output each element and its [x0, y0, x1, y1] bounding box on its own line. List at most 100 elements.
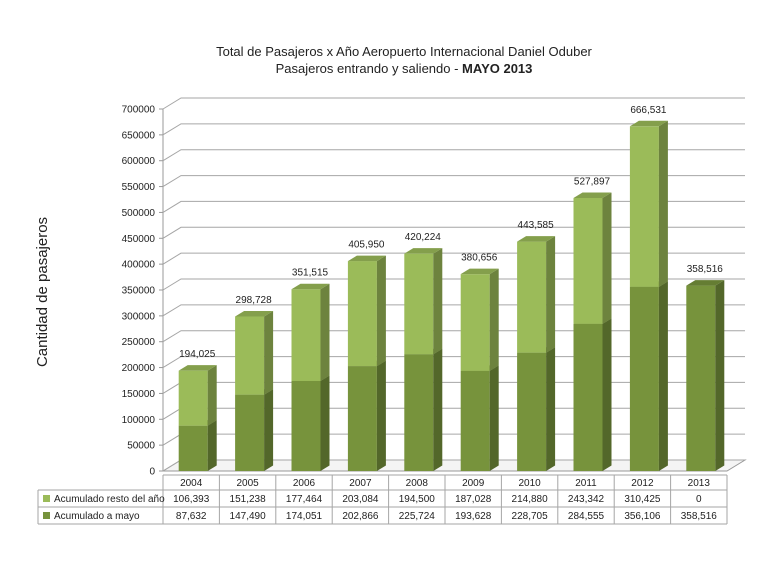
total-label: 666,531 — [630, 105, 667, 116]
bar-2009-resto-side — [489, 268, 499, 371]
legend-entry: Acumulado resto del año — [54, 494, 165, 505]
bar-2013-mayo-top — [686, 280, 725, 286]
table-cell: 358,516 — [681, 511, 718, 522]
gridline — [162, 226, 745, 239]
table-cell: 202,866 — [342, 511, 379, 522]
bar-2008-mayo — [404, 348, 443, 471]
bar-2007-resto-side — [376, 255, 386, 367]
bar-2009-mayo-front — [460, 370, 490, 471]
y-axis-label: Cantidad de pasajeros — [34, 217, 51, 367]
gridline — [162, 278, 745, 291]
y-tick-label: 100000 — [122, 415, 156, 426]
bar-2011-mayo — [573, 318, 612, 471]
table-cell: 106,393 — [173, 494, 210, 505]
bar-2004-resto-front — [178, 370, 208, 426]
bar-2011-mayo-front — [573, 323, 603, 471]
table-cell: 356,106 — [624, 511, 661, 522]
table-cell: 310,425 — [624, 494, 661, 505]
table-cell: 284,555 — [568, 511, 605, 522]
bar-2011-resto-top — [573, 192, 612, 199]
bar-2008-mayo-front — [404, 354, 434, 471]
total-label: 380,656 — [461, 253, 498, 264]
bar-2006-resto — [291, 283, 330, 381]
y-tick-label: 550000 — [122, 182, 156, 193]
bar-2008-resto-front — [404, 253, 434, 355]
bar-2010-mayo-side — [546, 347, 556, 471]
gridline — [162, 304, 745, 317]
table-cell: 174,051 — [286, 511, 323, 522]
bar-2007-mayo-front — [347, 366, 377, 471]
gridline — [162, 97, 745, 110]
total-label: 443,585 — [518, 220, 555, 231]
bar-2011-resto-side — [602, 192, 612, 324]
bar-2006-mayo-side — [320, 375, 330, 471]
bar-2007-resto-top — [347, 255, 386, 262]
bar-2005-mayo — [235, 389, 274, 471]
y-tick-label: 400000 — [122, 260, 156, 271]
x-tick-label: 2006 — [293, 478, 316, 489]
bar-2005-resto — [235, 311, 274, 395]
total-label: 420,224 — [405, 232, 442, 243]
bar-2005-resto-front — [235, 316, 265, 395]
x-tick-label: 2013 — [688, 478, 711, 489]
x-tick-label: 2012 — [631, 478, 654, 489]
bar-2013-mayo — [686, 280, 725, 471]
x-tick-label: 2007 — [349, 478, 372, 489]
table-cell: 151,238 — [230, 494, 267, 505]
total-label: 298,728 — [236, 295, 273, 306]
y-tick-label: 350000 — [122, 286, 156, 297]
y-tick-label: 200000 — [122, 363, 156, 374]
bar-2013-mayo-side — [715, 280, 725, 471]
bar-2005-resto-side — [264, 311, 274, 395]
bar-2012-mayo-front — [629, 286, 659, 471]
bar-2006-resto-front — [291, 289, 321, 381]
table-cell: 225,724 — [399, 511, 436, 522]
y-tick-label: 300000 — [122, 311, 156, 322]
bar-2009-resto — [460, 268, 499, 371]
y-tick-label: 600000 — [122, 156, 156, 167]
chart-title-line-2-bold: MAYO 2013 — [462, 61, 532, 76]
bar-2004-resto — [178, 365, 217, 426]
total-label: 194,025 — [179, 349, 216, 360]
gridline — [162, 175, 745, 187]
legend-key — [43, 512, 50, 519]
bar-2008-mayo-side — [433, 348, 443, 471]
bar-2013-mayo-front — [686, 285, 716, 471]
bar-2007-resto-front — [347, 261, 377, 367]
bar-2009-resto-front — [460, 274, 490, 371]
bar-2008-resto — [404, 248, 443, 355]
bar-2006-mayo-front — [291, 380, 321, 471]
x-tick-label: 2008 — [406, 478, 429, 489]
bar-2010-mayo — [517, 347, 556, 471]
bars — [178, 120, 725, 471]
bar-2007-resto — [347, 255, 386, 367]
y-tick-label: 150000 — [122, 389, 156, 400]
y-axis-ticks: 0 50000 100000 150000 200000 250000 300000 3500… — [122, 105, 163, 478]
bar-2009-mayo — [460, 365, 499, 471]
table-cell: 243,342 — [568, 494, 605, 505]
y-tick-label: 500000 — [122, 208, 156, 219]
gridline — [162, 123, 745, 136]
x-tick-label: 2011 — [575, 478, 597, 489]
bar-2008-resto-side — [433, 248, 443, 355]
bar-2011-resto-front — [573, 198, 603, 324]
table-cell: 177,464 — [286, 494, 323, 505]
bar-2005-mayo-side — [264, 389, 274, 471]
bar-2006-resto-top — [291, 283, 330, 290]
gridline — [162, 330, 745, 343]
table-cell: 214,880 — [512, 494, 549, 505]
bar-2010-resto-side — [546, 236, 556, 353]
gridline — [162, 200, 745, 213]
bar-2012-resto-top — [629, 120, 668, 127]
bar-2006-resto-side — [320, 283, 330, 381]
y-tick-label: 250000 — [122, 337, 156, 348]
bar-2006-mayo — [291, 375, 330, 471]
bar-2004-resto-side — [207, 365, 217, 426]
bar-2012-resto-front — [629, 126, 659, 287]
bar-2012-mayo-side — [658, 281, 668, 471]
table-cell: 194,500 — [399, 494, 436, 505]
chart-title-line-1: Total de Pasajeros x Año Aeropuerto Inte… — [216, 44, 592, 59]
bar-2010-resto-front — [517, 241, 547, 353]
total-label: 351,515 — [292, 268, 329, 279]
